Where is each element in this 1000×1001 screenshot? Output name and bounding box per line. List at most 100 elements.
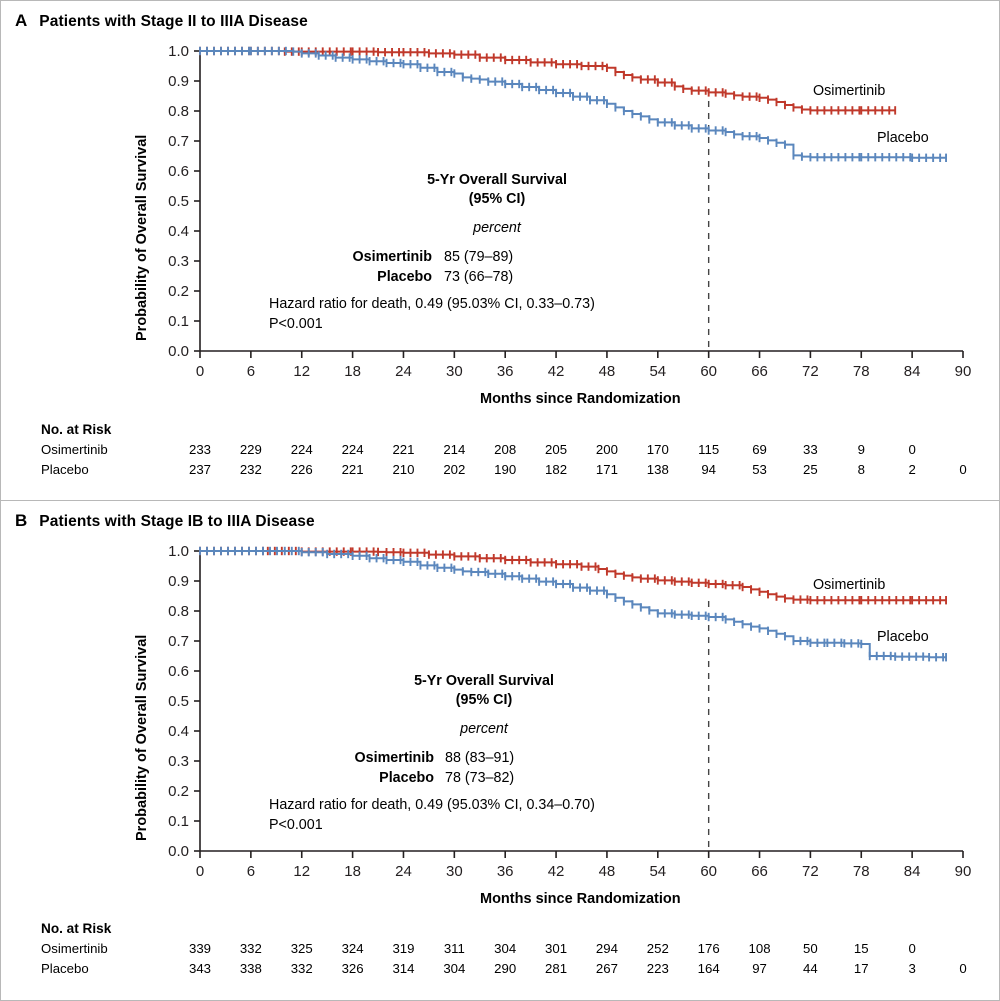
panel-a-annot-units: percent: [473, 220, 521, 236]
panel-b-annot-units: percent: [460, 721, 508, 737]
panel-a-curve-label-osimertinib: Osimertinib: [813, 83, 886, 99]
svg-text:6: 6: [247, 863, 255, 880]
risk-value: 0: [908, 941, 916, 956]
panel-b-plot: 0.0 0.1 0.2 0.3 0.4 0.5 0.6 0.7 0.8 0.9 1.0 0 6 12 18 2…: [1, 501, 999, 921]
risk-value: 343: [188, 961, 212, 976]
risk-value: 176: [697, 941, 720, 956]
risk-value: 294: [595, 941, 618, 956]
risk-value: 0: [959, 462, 967, 477]
svg-text:24: 24: [395, 863, 412, 880]
risk-value: 290: [494, 961, 517, 976]
risk-value: 223: [646, 961, 669, 976]
panel-a-curve-label-placebo: Placebo: [877, 130, 929, 146]
svg-text:0.1: 0.1: [168, 813, 189, 830]
panel-b-annot-heading-2: (95% CI): [455, 692, 513, 708]
panel-b-y-axis-label: Probability of Overall Survival: [134, 634, 150, 841]
risk-value: 8: [857, 462, 865, 477]
panel-b-annot-row2-value: 78 (73–82): [445, 770, 515, 786]
svg-text:48: 48: [599, 363, 616, 380]
panel-a: A Patients with Stage II to IIIA Disease…: [1, 1, 999, 500]
svg-text:0.9: 0.9: [168, 73, 189, 90]
panel-b-risk-row-label-osimertinib: Osimertinib: [41, 941, 108, 956]
risk-value: 214: [443, 442, 466, 457]
risk-value: 15: [853, 941, 869, 956]
panel-a-annot-row1-value: 85 (79–89): [444, 249, 514, 265]
svg-text:78: 78: [853, 863, 870, 880]
svg-text:66: 66: [751, 863, 768, 880]
panel-b-annot-row1-label: Osimertinib: [354, 750, 434, 766]
risk-value: 33: [803, 442, 818, 457]
risk-value: 97: [752, 961, 767, 976]
risk-value: 190: [494, 462, 517, 477]
svg-text:72: 72: [802, 863, 819, 880]
svg-text:1.0: 1.0: [168, 43, 189, 60]
risk-value: 17: [853, 961, 869, 976]
risk-value: 267: [595, 961, 618, 976]
svg-text:0.6: 0.6: [168, 663, 189, 680]
svg-text:42: 42: [548, 363, 565, 380]
svg-text:0.5: 0.5: [168, 693, 189, 710]
svg-text:0: 0: [196, 363, 204, 380]
risk-value: 326: [341, 961, 364, 976]
panel-a-y-axis-label: Probability of Overall Survival: [134, 134, 150, 341]
panel-b-annot-row2-label: Placebo: [379, 770, 434, 786]
risk-value: 324: [341, 941, 364, 956]
panel-a-chart-svg: 0.0 0.1 0.2 0.3 0.4 0.5 0.6 0.7 0.8 0.9 1.0 0 6 12 18 2…: [168, 43, 971, 380]
risk-value: 3: [908, 961, 916, 976]
panel-a-annot-p-value: P<0.001: [269, 316, 323, 332]
risk-value: 281: [545, 961, 568, 976]
svg-text:60: 60: [700, 363, 717, 380]
risk-value: 301: [545, 941, 568, 956]
panel-b-risk-table: No. at Risk Osimertinib Placebo 339 332 32…: [1, 921, 999, 991]
svg-text:0.4: 0.4: [168, 723, 189, 740]
panel-divider: [1, 500, 999, 501]
svg-text:18: 18: [344, 363, 361, 380]
risk-value: 202: [443, 462, 466, 477]
svg-text:1.0: 1.0: [168, 543, 189, 560]
risk-value: 304: [443, 961, 466, 976]
panel-b-x-axis-label: Months since Randomization: [480, 891, 681, 907]
panel-b-annot-row1-value: 88 (83–91): [445, 750, 515, 766]
panel-a-risk-table: No. at Risk Osimertinib Placebo 233 229 22…: [1, 422, 999, 492]
panel-b-risk-row-label-placebo: Placebo: [41, 961, 89, 976]
panel-a-header: A Patients with Stage II to IIIA Disease: [15, 11, 308, 31]
panel-b-chart-svg: 0.0 0.1 0.2 0.3 0.4 0.5 0.6 0.7 0.8 0.9 1.0 0 6 12 18 2…: [168, 543, 971, 880]
risk-value: 319: [392, 941, 415, 956]
risk-value: 0: [908, 442, 916, 457]
panel-a-annot-heading-2: (95% CI): [468, 191, 526, 207]
risk-value: 53: [752, 462, 767, 477]
risk-value: 229: [239, 442, 262, 457]
panel-b-annot-p-value: P<0.001: [269, 817, 323, 833]
panel-a-risk-title: No. at Risk: [41, 422, 112, 437]
risk-value: 200: [595, 442, 618, 457]
svg-text:0.1: 0.1: [168, 313, 189, 330]
risk-value: 50: [803, 941, 818, 956]
panel-b-letter: B: [15, 511, 28, 530]
svg-text:0.5: 0.5: [168, 193, 189, 210]
panel-b-annot-hazard-ratio: Hazard ratio for death, 0.49 (95.03% CI,…: [269, 797, 595, 813]
risk-value: 94: [701, 462, 716, 477]
risk-value: 208: [494, 442, 517, 457]
svg-text:0.3: 0.3: [168, 753, 189, 770]
panel-a-annot-row2-value: 73 (66–78): [444, 269, 514, 285]
risk-value: 325: [290, 941, 313, 956]
panel-b-annot-heading-1: 5-Yr Overall Survival: [414, 673, 554, 689]
risk-value: 311: [443, 941, 465, 956]
risk-value: 233: [188, 442, 212, 457]
panel-b-risk-title: No. at Risk: [41, 921, 112, 936]
svg-text:0.0: 0.0: [168, 343, 189, 360]
svg-text:0.7: 0.7: [168, 633, 189, 650]
svg-text:0.2: 0.2: [168, 283, 189, 300]
risk-value: 221: [341, 462, 364, 477]
svg-text:30: 30: [446, 863, 463, 880]
risk-value: 205: [545, 442, 568, 457]
svg-text:48: 48: [599, 863, 616, 880]
svg-text:54: 54: [649, 863, 666, 880]
panel-b-curve-label-placebo: Placebo: [877, 629, 929, 645]
svg-text:36: 36: [497, 863, 514, 880]
risk-value: 210: [392, 462, 415, 477]
risk-value: 338: [239, 961, 262, 976]
risk-value: 304: [494, 941, 517, 956]
risk-value: 232: [239, 462, 262, 477]
